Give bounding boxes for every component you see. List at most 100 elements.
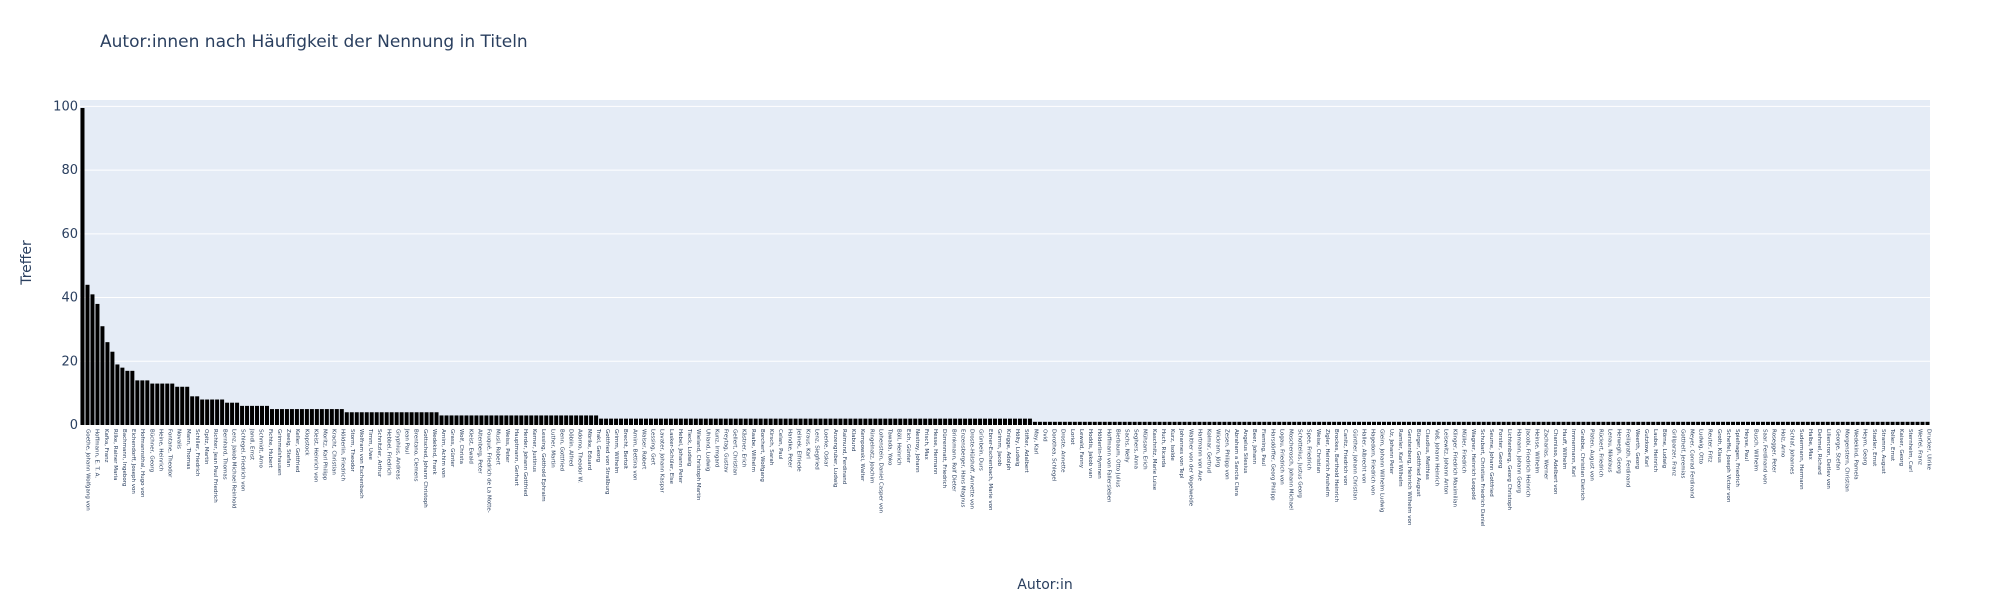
bar [150, 383, 155, 425]
bar [1172, 421, 1177, 425]
x-tick-label: Trakl, Georg [595, 428, 601, 462]
bar [205, 399, 210, 425]
bar [469, 415, 474, 425]
bar [1247, 421, 1252, 425]
x-tick-label: Reuter, Fritz [1707, 429, 1713, 462]
bar [160, 383, 165, 425]
x-tick-label: Novalis [176, 429, 182, 449]
x-tick-label: Jandl, Ernst [249, 428, 255, 461]
bar [1202, 421, 1207, 425]
x-tick-label: Rosegger, Peter [1771, 429, 1777, 473]
bar [1317, 421, 1322, 425]
x-tick-label: Walther von der Vogelweide [1187, 429, 1193, 507]
bar [1237, 421, 1242, 425]
bar [1820, 421, 1825, 425]
bar [120, 367, 125, 425]
bar [1676, 421, 1681, 425]
x-tick-label: Kleist, Ewald [467, 429, 473, 464]
x-tick-label: Wedekind, Frank [431, 429, 437, 475]
x-tick-label: Gottsched, Johann Christoph [422, 429, 428, 508]
bar [693, 418, 698, 425]
bar [1337, 421, 1342, 425]
bar [1741, 421, 1745, 425]
bar [314, 409, 319, 425]
bar [848, 418, 853, 425]
x-tick-label: Dürrenmatt, Friedrich [941, 429, 947, 489]
x-tick-label: Claudius, Matthias [1424, 429, 1430, 480]
bar [713, 418, 718, 425]
bar [1845, 421, 1850, 425]
bar [240, 405, 245, 425]
x-tick-label: Wagner, Heinrich Leopold [1470, 429, 1476, 500]
bar [908, 418, 913, 425]
bar [269, 409, 274, 425]
bar [1770, 421, 1775, 425]
x-tick-label: Arnim, Achim von [440, 429, 446, 478]
x-tick-label: Huch, Ricarda [1160, 429, 1166, 467]
x-tick-label: Raimund, Ferdinand [841, 429, 847, 484]
bar [903, 418, 908, 425]
bar [90, 294, 95, 425]
x-tick-label: Ebner-Eschenbach, Marie von [987, 429, 993, 511]
bar [1691, 421, 1696, 425]
bar [698, 418, 703, 425]
x-tick-label: Arnim, Bettina von [631, 429, 637, 481]
x-tick-label: Hamann, Johann Georg [1515, 429, 1521, 493]
bar [1272, 421, 1277, 425]
bar [763, 418, 768, 425]
x-tick-label: Hölderlin-Hymnen [1096, 429, 1102, 479]
bar [284, 409, 289, 425]
bar [1616, 421, 1621, 425]
bar [708, 418, 713, 425]
x-tick-label: Gotthelf, Jeremias [1679, 429, 1685, 479]
x-tick-label: Wolfram von Eschenbach [358, 429, 364, 499]
bar [250, 405, 255, 425]
bar [1875, 421, 1880, 425]
x-tick-label: Grimmelshausen [276, 429, 282, 476]
bar [175, 386, 180, 425]
x-tick-label: Bierbaum, Otto Julius [1114, 429, 1120, 488]
bar [80, 107, 85, 425]
x-tick-label: Zesen, Philipp von [1224, 429, 1230, 480]
y-tick-label: 100 [53, 99, 78, 114]
bar [1586, 421, 1591, 425]
bar [938, 418, 943, 425]
bar [130, 370, 135, 425]
bar [748, 418, 753, 425]
bar [1456, 421, 1461, 425]
bar [1232, 421, 1237, 425]
x-tick-label: Heyse, Paul [1743, 429, 1749, 461]
bar [688, 418, 693, 425]
bar [1347, 421, 1352, 425]
x-tick-label: Richter, Jean Paul Friedrich [212, 429, 218, 503]
bar [634, 418, 638, 425]
bar [274, 409, 279, 425]
bar [1257, 421, 1262, 425]
bar [404, 412, 409, 425]
bar [170, 383, 175, 425]
bar [1696, 421, 1701, 425]
x-tick-label: Sternheim, Carl [1907, 429, 1913, 472]
x-tick-label: Brockes, Barthold Heinrich [1333, 429, 1339, 503]
bar [1666, 421, 1671, 425]
x-tick-label: Frisch, Max [923, 429, 929, 461]
bar [1107, 421, 1112, 425]
bar [893, 418, 898, 425]
bar [1810, 421, 1815, 425]
bar [1910, 421, 1915, 425]
x-tick-label: Börne, Ludwig [1661, 429, 1667, 468]
bar [1760, 421, 1765, 425]
bar [464, 415, 469, 425]
x-tick-label: Mühsam, Erich [1142, 429, 1148, 470]
x-tick-label: Hoddis, Jakob van [1087, 429, 1093, 479]
bar [225, 402, 230, 425]
bar [1167, 421, 1172, 425]
chart-title: Autor:innen nach Häufigkeit der Nennung … [100, 32, 528, 52]
bar [1426, 421, 1431, 425]
bar [778, 418, 783, 425]
x-tick-label: Droste-Hülshoff, Annette von [969, 429, 975, 509]
bar [1546, 421, 1551, 425]
x-tick-label: Timm, Uwe [367, 428, 373, 460]
bar [519, 415, 524, 425]
bar [1277, 421, 1282, 425]
